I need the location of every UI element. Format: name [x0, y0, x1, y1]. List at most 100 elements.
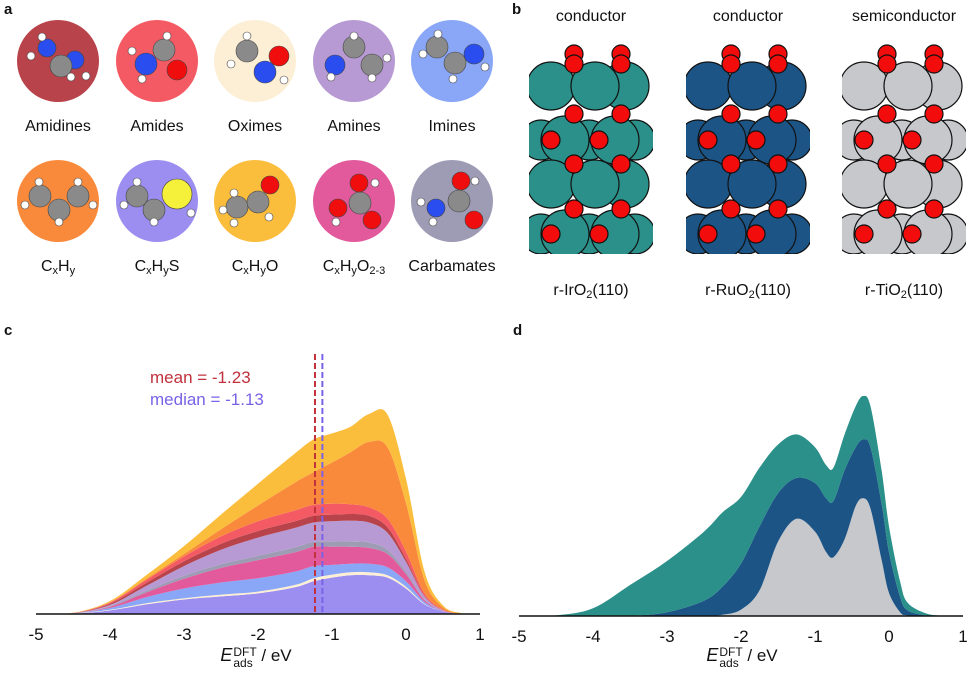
atom	[47, 198, 71, 222]
oxygen-atom	[698, 224, 718, 244]
atom	[88, 200, 98, 210]
oxygen-atom	[721, 54, 741, 74]
panel-letter-a: a	[4, 1, 13, 18]
oxygen-atom	[589, 224, 609, 244]
atom	[326, 72, 336, 82]
x-axis-label-unit: / eV	[742, 646, 778, 665]
x-tick-label: 0	[401, 625, 410, 644]
atom	[443, 51, 467, 75]
x-tick-label: -5	[28, 625, 43, 644]
oxygen-atom	[611, 154, 631, 174]
atom	[54, 217, 64, 227]
molecule-label: Amidines	[25, 118, 91, 135]
molecule-icon-imines	[411, 20, 493, 102]
atom	[132, 177, 142, 187]
x-axis-label-main: E	[220, 645, 233, 665]
atom	[328, 198, 348, 218]
oxygen-atom	[564, 154, 584, 174]
metal-atom	[883, 159, 933, 209]
area-series-imines	[36, 563, 480, 615]
atom	[66, 184, 90, 208]
median-annotation: median = -1.13	[150, 390, 264, 409]
molecule-icon-amines	[313, 20, 395, 102]
oxygen-atom	[854, 224, 874, 244]
atom	[242, 31, 252, 41]
molecule-label: Imines	[428, 118, 476, 135]
atom	[362, 210, 382, 230]
oxide-slab-r-tio	[842, 44, 966, 254]
atom	[426, 198, 446, 218]
x-axis-label-d: EDFT ads / eV	[662, 645, 822, 669]
atom	[161, 178, 193, 210]
oxygen-atom	[746, 130, 766, 150]
molecule-icon-amidines	[17, 20, 99, 102]
oxygen-atom	[564, 54, 584, 74]
atom	[149, 217, 159, 227]
chart-d-svg: -5 -4 -3 -2 -1 0 1	[511, 395, 968, 646]
atom	[229, 218, 239, 228]
atom	[324, 54, 346, 76]
chart-d: -5 -4 -3 -2 -1 0 1 EDFT ads / eV	[490, 340, 969, 681]
oxygen-atom	[746, 224, 766, 244]
atom	[226, 59, 236, 69]
x-tick-label: -1	[807, 627, 822, 646]
molecule-icon-oximes	[214, 20, 296, 102]
metal-atom	[727, 159, 777, 209]
atom	[279, 75, 289, 85]
chart-c: -5 -4 -3 -2 -1 0 1 mean = -1.23 median = -1.13…	[0, 340, 490, 681]
x-axis-label-main: E	[706, 645, 719, 665]
area-series-r-ruo2-110-	[519, 439, 963, 617]
atom	[428, 217, 438, 227]
area-series-cxhys	[36, 574, 480, 615]
oxygen-atom	[854, 130, 874, 150]
area-series-cxhy	[36, 440, 480, 615]
atom	[433, 29, 443, 39]
atom	[418, 49, 428, 59]
area-series-amides	[36, 503, 480, 615]
metal-atom	[727, 61, 777, 111]
panel-letter-c: c	[4, 322, 13, 339]
atom	[134, 52, 158, 76]
area-series-oximes	[36, 571, 480, 615]
atom	[162, 31, 172, 41]
atom	[28, 184, 52, 208]
metal-atom	[570, 159, 620, 209]
atom	[20, 200, 30, 210]
x-axis-label-c: EDFT ads / eV	[176, 645, 336, 669]
x-axis-label-sup: DFT	[233, 645, 257, 659]
oxygen-atom	[589, 130, 609, 150]
x-tick-label: -4	[102, 625, 117, 644]
molecule-label: CxHyO2-3	[322, 258, 386, 277]
x-axis-label-sub: ads	[719, 656, 739, 670]
oxygen-atom	[768, 199, 788, 219]
slab-name-label: r-TiO2(110)	[864, 282, 944, 301]
atom	[37, 32, 47, 42]
oxygen-atom	[877, 154, 897, 174]
area-series-r-iro2-110-	[519, 395, 963, 617]
x-tick-label: 1	[958, 627, 967, 646]
x-tick-label: -3	[176, 625, 191, 644]
atom	[81, 71, 91, 81]
oxygen-atom	[611, 54, 631, 74]
oxygen-atom	[877, 104, 897, 124]
panel-letter-b: b	[512, 1, 522, 18]
x-tick-label: 0	[884, 627, 893, 646]
oxygen-atom	[877, 54, 897, 74]
atom	[218, 205, 228, 215]
x-tick-label: -3	[659, 627, 674, 646]
atom	[127, 46, 137, 56]
atom	[142, 198, 166, 222]
atom	[470, 176, 480, 186]
atom	[451, 171, 471, 191]
oxygen-atom	[564, 199, 584, 219]
oxygen-atom	[924, 154, 944, 174]
atom	[370, 178, 380, 188]
atom	[382, 53, 392, 63]
atom	[348, 191, 372, 215]
x-axis-label-sup: DFT	[719, 645, 743, 659]
atom	[229, 188, 239, 198]
atom	[37, 38, 57, 58]
oxygen-atom	[721, 104, 741, 124]
slab-name-label: r-RuO2(110)	[705, 282, 791, 301]
panel-letter-d: d	[513, 322, 523, 339]
